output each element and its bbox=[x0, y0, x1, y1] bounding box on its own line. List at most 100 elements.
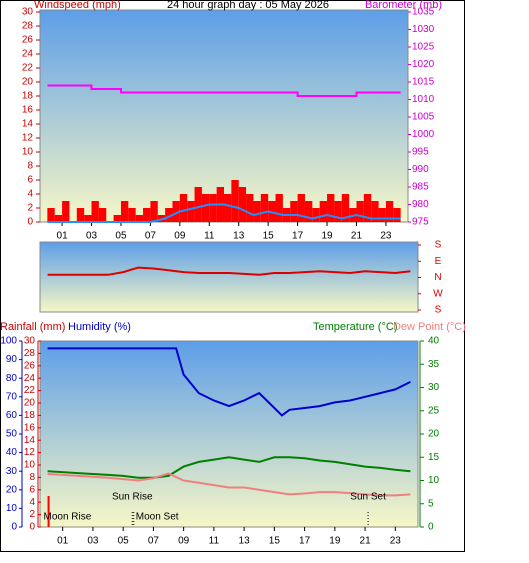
bar bbox=[341, 194, 350, 222]
bar bbox=[297, 194, 305, 222]
y2-tick-label: 40 bbox=[428, 336, 440, 347]
x-tick-label: 13 bbox=[239, 536, 251, 547]
x-tick-label: 13 bbox=[233, 231, 245, 242]
y-tick-label: 24 bbox=[22, 49, 34, 60]
y2-tick-label: 10 bbox=[428, 475, 440, 486]
y3-tick-label: 60 bbox=[6, 410, 18, 421]
bar bbox=[363, 194, 372, 222]
y-tick-label: 22 bbox=[24, 385, 36, 396]
y2-tick-label: 1035 bbox=[412, 7, 435, 18]
x-tick-label: 01 bbox=[57, 231, 69, 242]
bar bbox=[165, 208, 173, 222]
bar bbox=[120, 201, 129, 222]
y3-tick-label: 30 bbox=[6, 466, 18, 477]
y-tick-label: 26 bbox=[24, 360, 36, 371]
y3-tick-label: 70 bbox=[6, 391, 18, 402]
y2-tick-label: 35 bbox=[428, 359, 440, 370]
y-tick-label: 22 bbox=[22, 63, 34, 74]
y3-tick-label: 0 bbox=[11, 522, 17, 533]
bar bbox=[327, 194, 335, 222]
y-tick-label: S bbox=[435, 240, 442, 251]
x-tick-label: 07 bbox=[148, 536, 160, 547]
y-tick-label: 2 bbox=[29, 509, 35, 520]
y3-tick-label: 100 bbox=[0, 336, 17, 347]
y-tick-label: 28 bbox=[24, 348, 36, 359]
dewpoint-title: Dew Point (°C) bbox=[393, 321, 466, 333]
event-label: Moon Rise bbox=[44, 512, 92, 523]
x-tick-label: 15 bbox=[263, 231, 275, 242]
y-tick-label: 8 bbox=[29, 472, 35, 483]
series-line bbox=[47, 84, 401, 97]
y2-tick-label: 1010 bbox=[412, 94, 435, 105]
bar bbox=[290, 201, 298, 222]
x-tick-label: 03 bbox=[87, 536, 99, 547]
y-tick-label: 0 bbox=[27, 217, 33, 228]
y2-tick-label: 15 bbox=[428, 452, 440, 463]
y-tick-label: 10 bbox=[24, 460, 36, 471]
y3-tick-label: 10 bbox=[6, 503, 18, 514]
y3-tick-label: 90 bbox=[6, 354, 18, 365]
y-tick-label: 10 bbox=[22, 147, 34, 158]
bar bbox=[113, 215, 121, 222]
y2-tick-label: 1005 bbox=[412, 112, 435, 123]
x-tick-label: 15 bbox=[269, 536, 281, 547]
y2-tick-label: 20 bbox=[428, 429, 440, 440]
y2-tick-label: 975 bbox=[412, 217, 429, 228]
bar bbox=[312, 208, 320, 222]
y2-tick-label: 1025 bbox=[412, 42, 435, 53]
y2-axis-title: Barometer (mb) bbox=[365, 0, 442, 11]
y-tick-label: 30 bbox=[22, 7, 34, 18]
x-tick-label: 21 bbox=[351, 231, 363, 242]
bar bbox=[393, 208, 401, 222]
y3-tick-label: 40 bbox=[6, 447, 18, 458]
y2-tick-label: 1000 bbox=[412, 129, 435, 140]
x-tick-label: 09 bbox=[174, 231, 186, 242]
x-tick-label: 17 bbox=[299, 536, 311, 547]
y-tick-label: 16 bbox=[24, 422, 36, 433]
event-label: Moon Set bbox=[136, 512, 179, 523]
bar bbox=[260, 194, 269, 222]
y3-tick-label: 20 bbox=[6, 484, 18, 495]
series-line bbox=[47, 347, 411, 417]
y3-tick-label: 80 bbox=[6, 373, 18, 384]
y-tick-label: 30 bbox=[24, 336, 36, 347]
bar bbox=[135, 215, 144, 222]
plot-area-direction bbox=[39, 241, 419, 313]
series-line bbox=[47, 456, 411, 479]
bar bbox=[378, 208, 386, 222]
chart-title: 24 hour graph day : 05 May 2026 bbox=[167, 0, 329, 11]
bar bbox=[356, 201, 364, 222]
x-tick-label: 23 bbox=[390, 536, 402, 547]
series-line bbox=[47, 472, 411, 497]
bar bbox=[209, 194, 217, 222]
x-tick-label: 05 bbox=[118, 536, 130, 547]
x-tick-label: 11 bbox=[204, 231, 215, 242]
bar bbox=[54, 215, 63, 222]
y2-tick-label: 5 bbox=[428, 498, 434, 509]
y-tick-label: 20 bbox=[22, 77, 34, 88]
event-label: Sun Set bbox=[350, 492, 386, 503]
y2-tick-label: 0 bbox=[428, 522, 434, 533]
bar bbox=[150, 201, 158, 222]
y-tick-label: 0 bbox=[29, 522, 35, 533]
plot-area-temperature bbox=[39, 340, 419, 528]
y2-tick-label: 1020 bbox=[412, 59, 435, 70]
bar bbox=[98, 208, 107, 222]
x-tick-label: 19 bbox=[321, 231, 333, 242]
y-tick-label: 4 bbox=[27, 189, 33, 200]
y2-tick-label: 985 bbox=[412, 182, 429, 193]
y-tick-label: 18 bbox=[22, 91, 34, 102]
bar bbox=[179, 194, 188, 222]
y-tick-label: 14 bbox=[24, 435, 36, 446]
x-tick-label: 05 bbox=[115, 231, 127, 242]
event-label: Sun Rise bbox=[112, 492, 153, 503]
bar bbox=[194, 187, 202, 222]
plot-area-wind bbox=[39, 9, 409, 223]
y2-tick-label: 1015 bbox=[412, 77, 435, 88]
y-tick-label: 16 bbox=[22, 105, 34, 116]
bar bbox=[172, 201, 180, 222]
x-tick-label: 17 bbox=[292, 231, 304, 242]
bar bbox=[224, 194, 232, 222]
